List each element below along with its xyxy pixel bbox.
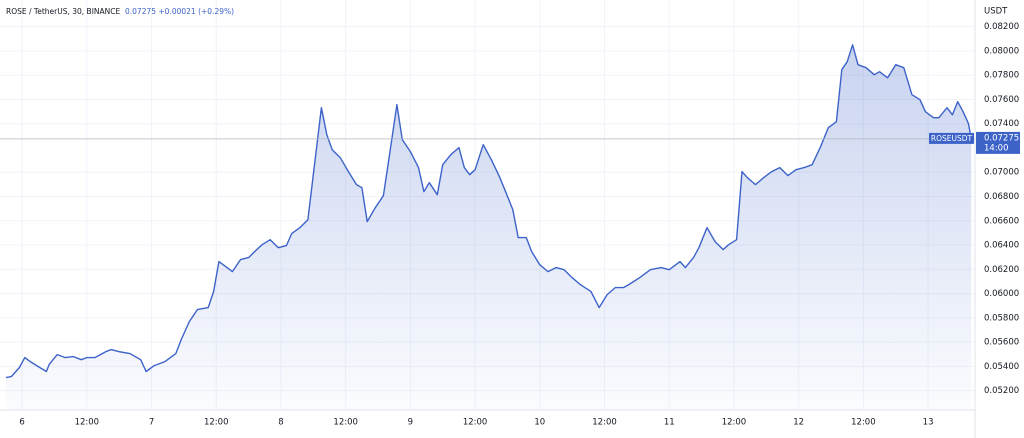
y-tick-label: 0.08000	[984, 46, 1019, 56]
y-tick-label: 0.08200	[984, 22, 1019, 32]
x-tick-label: 12	[793, 418, 804, 428]
y-unit: USDT	[984, 7, 1008, 17]
plot	[0, 44, 975, 411]
x-tick-label: 10	[534, 418, 545, 428]
price-line	[5, 44, 972, 379]
price-tag: 0.07275	[984, 133, 1019, 143]
x-tick-label: 12:00	[463, 418, 488, 428]
labels: 0.05200 0.05400 0.05600 0.05800 0.06000 0.062…	[19, 22, 1020, 428]
x-tick-label: 8	[278, 418, 283, 428]
y-tick-label: 0.07600	[984, 95, 1019, 105]
y-tick-label: 0.05400	[984, 362, 1019, 372]
y-tick-label: 0.05200	[984, 386, 1019, 396]
symbol-tag: ROSEUSDT	[931, 134, 973, 143]
countdown: 14:00	[984, 143, 1009, 153]
y-tick-label: 0.07400	[984, 119, 1019, 129]
y-tick-label: 0.05800	[984, 313, 1019, 323]
y-tick-label: 0.07800	[984, 71, 1019, 81]
x-tick-label: 12:00	[722, 418, 747, 428]
x-tick-label: 9	[408, 418, 413, 428]
area-fill	[5, 44, 972, 411]
y-tick-label: 0.06400	[984, 241, 1019, 251]
x-tick-label: 12:00	[333, 418, 358, 428]
y-tick-label: 0.06800	[984, 192, 1019, 202]
x-tick-label: 12:00	[204, 418, 229, 428]
y-tick-label: 0.07000	[984, 168, 1019, 178]
x-tick-label: 12:00	[75, 418, 100, 428]
x-tick-label: 7	[149, 418, 154, 428]
y-tick-label: 0.06000	[984, 289, 1019, 299]
y-tick-label: 0.06200	[984, 265, 1019, 275]
x-tick-label: 6	[19, 418, 24, 428]
y-tick-label: 0.05600	[984, 338, 1019, 348]
x-tick-label: 11	[664, 418, 675, 428]
x-tick-label: 12:00	[592, 418, 617, 428]
y-tick-label: 0.06600	[984, 216, 1019, 226]
symbol-title: ROSE / TetherUS, 30, BINANCE	[6, 7, 120, 16]
price-tag-bg	[976, 131, 1020, 154]
quote: 0.07275 +0.00021 (+0.29%)	[125, 7, 234, 16]
x-tick-label: 13	[923, 418, 934, 428]
symbol-tag-bg	[929, 132, 974, 144]
x-tick-label: 12:00	[851, 418, 876, 428]
